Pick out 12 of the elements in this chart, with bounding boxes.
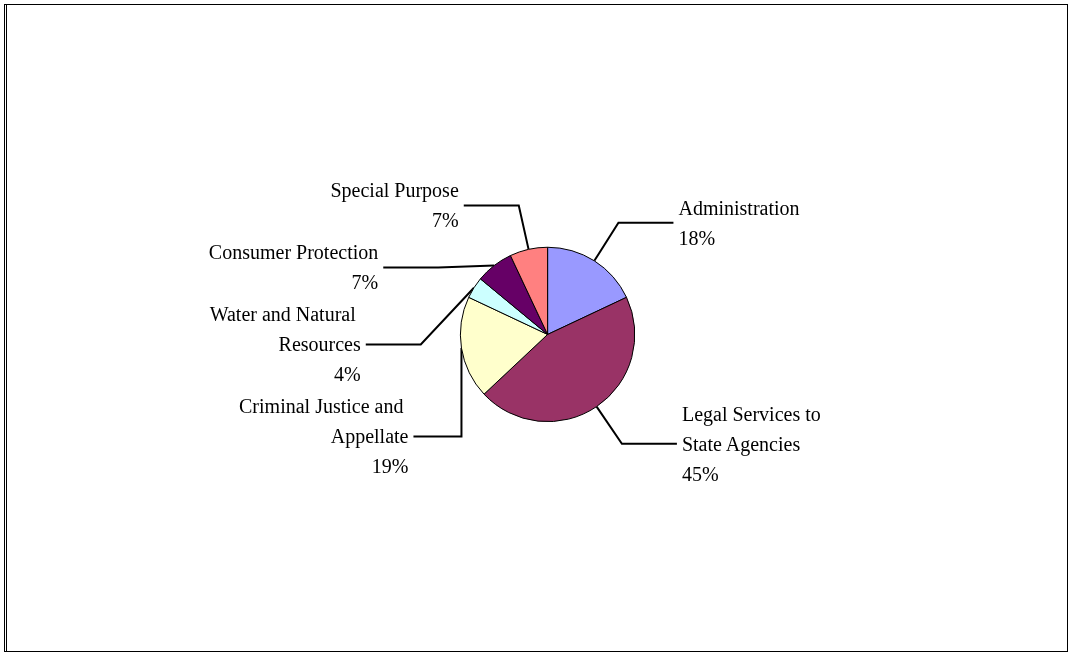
- slice-label: Consumer Protection: [208, 241, 379, 264]
- data-label: 4%: [334, 363, 361, 386]
- slice-label: Water and Natural Resources: [209, 303, 361, 356]
- data-label: 19%: [371, 455, 409, 478]
- slice-label: Criminal Justice and Appellate: [239, 395, 409, 449]
- slice-label: Special Purpose: [330, 179, 459, 203]
- data-label: 18%: [678, 226, 716, 249]
- data-label: 7%: [351, 271, 379, 294]
- slice-label: Administration: [678, 196, 800, 219]
- slice-label: Legal Services to State Agencies: [681, 402, 826, 456]
- data-label: 7%: [432, 209, 459, 232]
- data-label: 45%: [681, 462, 719, 485]
